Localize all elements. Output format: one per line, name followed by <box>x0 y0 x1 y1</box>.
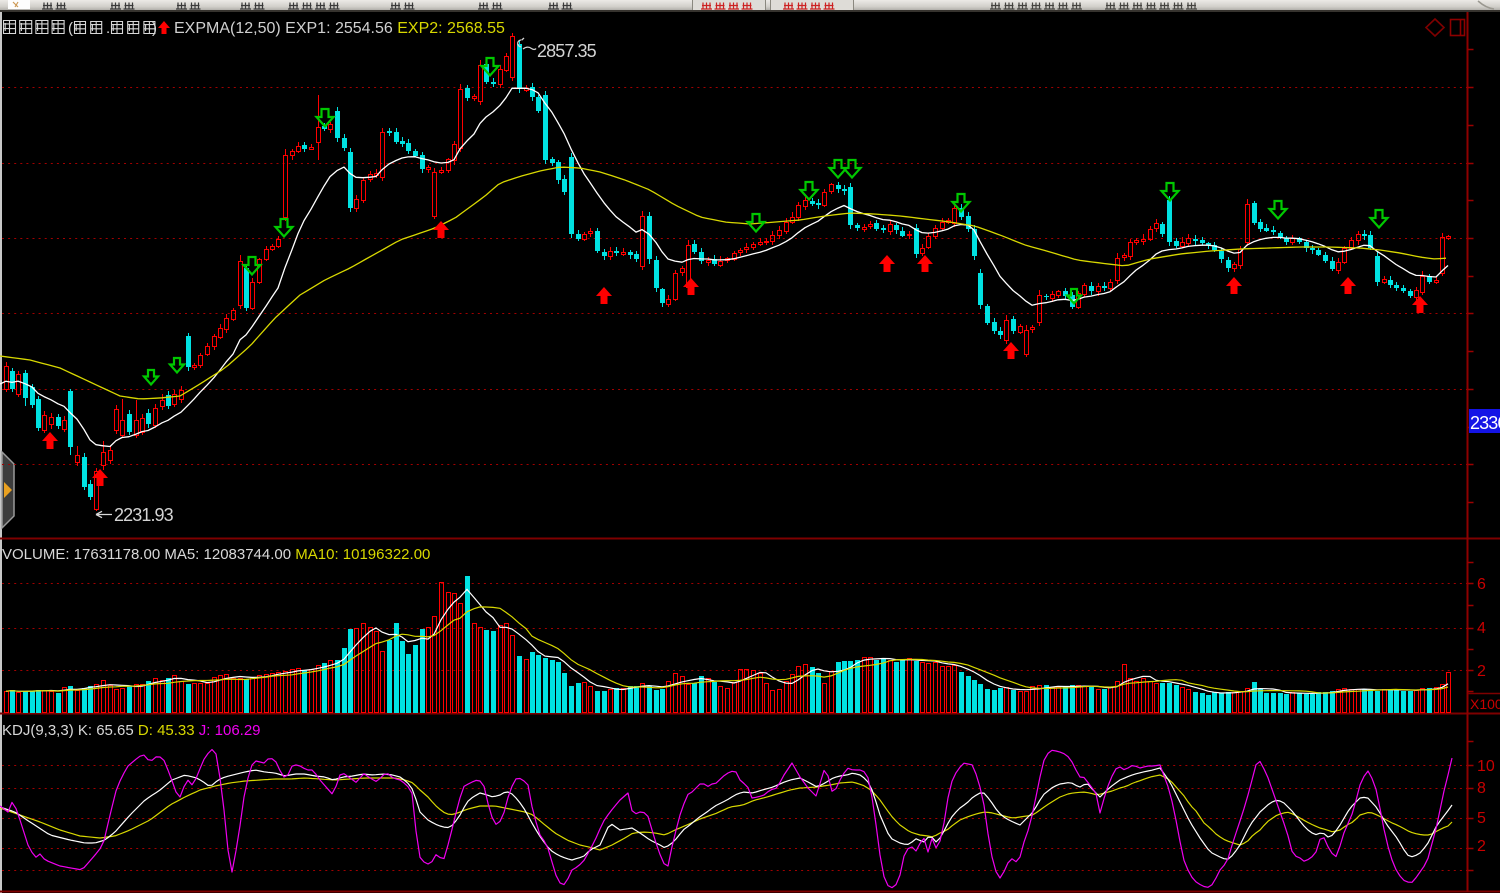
svg-text:8: 8 <box>1477 780 1486 797</box>
svg-text:): ) <box>152 20 157 37</box>
svg-text:VOLUME: 17631178.00 MA5: 1208: VOLUME: 17631178.00 MA5: 12083744.00 MA1… <box>2 546 430 563</box>
svg-text:2336: 2336 <box>1470 413 1500 433</box>
svg-text:X100: X100 <box>1470 696 1500 712</box>
svg-text:KDJ(9,3,3) K: 65.65 D: 45.33: KDJ(9,3,3) K: 65.65 D: 45.33 J: 106.29 <box>2 722 261 739</box>
svg-text:5: 5 <box>1477 810 1486 827</box>
svg-text:2: 2 <box>1477 838 1486 855</box>
svg-text:EXPMA(12,50) EXP1: 2554.56 E: EXPMA(12,50) EXP1: 2554.56 EXP2: 2568.55 <box>174 20 505 37</box>
svg-text:(: ( <box>68 20 73 37</box>
svg-text:2231.93: 2231.93 <box>114 505 174 525</box>
svg-text:2: 2 <box>1477 663 1486 680</box>
svg-text:6: 6 <box>1477 576 1486 593</box>
svg-text:4: 4 <box>1477 620 1486 637</box>
svg-text:2857.35: 2857.35 <box>537 41 597 61</box>
svg-text:10: 10 <box>1477 758 1495 775</box>
svg-text:.: . <box>106 20 110 37</box>
